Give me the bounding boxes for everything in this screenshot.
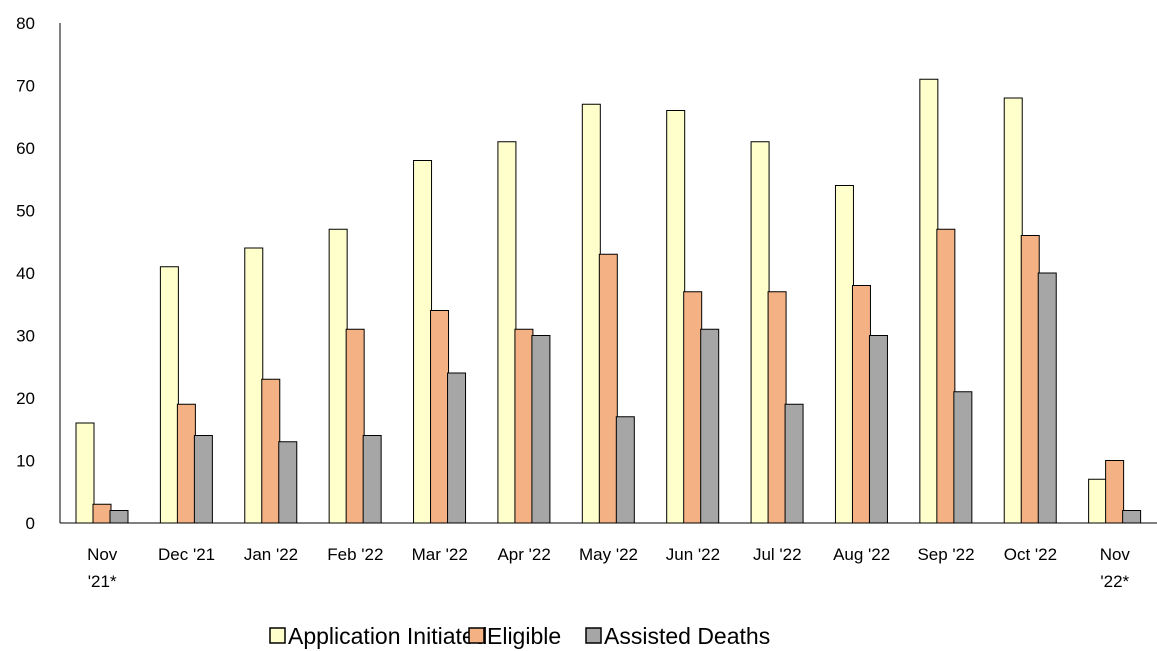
bar-application-initiated	[581, 103, 601, 524]
bar-eligible	[1105, 460, 1125, 524]
bar-eligible	[683, 291, 703, 524]
legend-label: Assisted Deaths	[604, 623, 770, 649]
bar-application-initiated	[1003, 97, 1023, 524]
legend-swatch	[468, 627, 485, 644]
x-tick-label: Jun '22	[666, 545, 720, 564]
x-tick-label: Dec '21	[158, 545, 215, 564]
bar-eligible	[936, 228, 956, 524]
bar-application-initiated	[413, 160, 433, 524]
bar-assisted-deaths	[700, 328, 720, 524]
bar-assisted-deaths	[1037, 272, 1057, 524]
bar-eligible	[514, 328, 534, 524]
x-tick-label: Aug '22	[833, 545, 890, 564]
legend: Application Initiated Eligible Assisted De…	[269, 623, 770, 649]
bar-series-group	[75, 78, 1142, 524]
legend-label: Application Initiated	[288, 623, 487, 649]
x-tick-label: Feb '22	[327, 545, 383, 564]
x-tick-label: May '22	[579, 545, 638, 564]
bar-eligible	[345, 328, 365, 524]
bar-application-initiated	[497, 141, 517, 524]
bar-eligible	[1020, 235, 1040, 524]
x-axis-tick-labels: Nov '21* Dec '21 Jan '22 Feb '22 Mar '22 Apr '…	[87, 545, 1130, 591]
bar-eligible	[430, 310, 450, 524]
bar-eligible	[176, 403, 196, 524]
bar-assisted-deaths	[784, 403, 804, 524]
bar-assisted-deaths	[1122, 510, 1142, 524]
bar-assisted-deaths	[362, 435, 382, 524]
y-tick-label: 20	[16, 389, 35, 408]
x-tick-label: Nov '21*	[87, 545, 118, 591]
bar-application-initiated	[919, 78, 939, 524]
bar-eligible	[261, 378, 281, 524]
bar-assisted-deaths	[531, 335, 551, 524]
bar-eligible	[851, 285, 871, 524]
bar-application-initiated	[750, 141, 770, 524]
bar-application-initiated	[75, 422, 95, 524]
bar-assisted-deaths	[953, 391, 973, 524]
x-tick-label: Sep '22	[917, 545, 974, 564]
bar-assisted-deaths	[109, 510, 129, 524]
x-tick-label: Nov '22*	[1100, 545, 1131, 591]
bar-assisted-deaths	[193, 435, 213, 524]
y-tick-label: 80	[16, 14, 35, 33]
x-tick-label: Oct '22	[1004, 545, 1057, 564]
x-tick-label: Jan '22	[244, 545, 298, 564]
x-tick-label: Jul '22	[753, 545, 802, 564]
y-tick-label: 30	[16, 327, 35, 346]
y-tick-label: 60	[16, 139, 35, 158]
y-tick-label: 70	[16, 77, 35, 96]
bar-application-initiated	[666, 110, 686, 524]
y-tick-label: 40	[16, 264, 35, 283]
bar-application-initiated	[328, 228, 348, 524]
bar-application-initiated	[159, 266, 179, 524]
legend-swatch	[269, 627, 286, 644]
y-tick-label: 0	[26, 514, 35, 533]
bar-application-initiated	[834, 185, 854, 524]
legend-label: Eligible	[487, 623, 561, 649]
bar-assisted-deaths	[615, 416, 635, 524]
bar-assisted-deaths	[868, 335, 888, 524]
y-tick-label: 10	[16, 452, 35, 471]
x-tick-label: Mar '22	[412, 545, 468, 564]
bar-assisted-deaths	[447, 372, 467, 524]
bar-application-initiated	[244, 247, 264, 524]
bar-eligible	[598, 253, 618, 524]
y-tick-label: 50	[16, 202, 35, 221]
bar-eligible	[767, 291, 787, 524]
legend-swatch	[585, 627, 602, 644]
bar-eligible	[92, 503, 112, 524]
x-tick-label: Apr '22	[497, 545, 550, 564]
bar-application-initiated	[1088, 478, 1108, 524]
y-axis-tick-labels: 0 10 20 30 40 50 60 70 80	[16, 14, 35, 533]
bar-assisted-deaths	[278, 441, 298, 524]
